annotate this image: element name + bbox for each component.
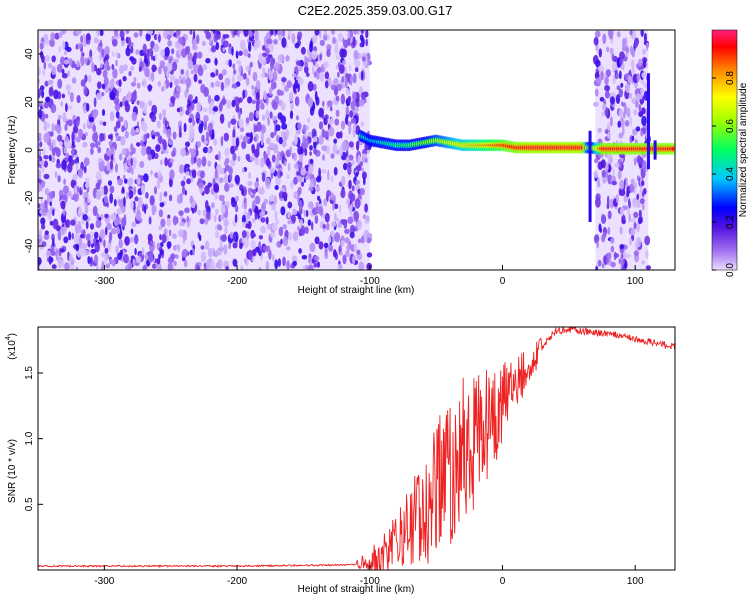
y-tick-label: 0.5 <box>24 497 35 511</box>
x-tick-label: -100 <box>360 576 380 587</box>
noise-region <box>38 30 373 270</box>
snr-frame <box>37 326 676 571</box>
y-tick-label: -20 <box>24 190 35 205</box>
snr-y-label: SNR (10 * v/v) <box>7 439 18 503</box>
signal-trace <box>358 73 675 222</box>
figure-title: C2E2.2025.359.03.00.G17 <box>298 3 453 18</box>
x-tick-label: -300 <box>94 576 114 587</box>
spectrogram-x-label: Height of straight line (km) <box>298 285 415 296</box>
x-tick-label: 100 <box>627 276 644 287</box>
x-tick-label: -200 <box>227 576 247 587</box>
x-tick-label: -300 <box>94 276 114 287</box>
x-tick-label: 100 <box>627 576 644 587</box>
colorbar-ticks: 0.0 0.2 0.4 0.6 0.8 <box>712 71 736 277</box>
x-tick-label: -100 <box>360 276 380 287</box>
y-tick-label: 20 <box>24 96 35 108</box>
snr-y-ticks: 0.5 1.0 1.5 <box>24 366 43 511</box>
colorbar-label: Normalized spectral amplitude <box>738 82 749 217</box>
snr-multiplier-exp: 4 <box>5 336 12 340</box>
y-tick-label: 1.0 <box>24 431 35 445</box>
spectrogram-x-ticks: -300 -200 -100 0 100 <box>94 265 644 287</box>
spectrogram-y-label: Frequency (Hz) <box>7 116 18 185</box>
colorbar-tick-label: 0.4 <box>725 167 736 181</box>
snr-panel: -300 -200 -100 0 100 0.5 1.0 1.5 Height of str… <box>5 326 676 595</box>
y-tick-label: 40 <box>24 48 35 60</box>
x-tick-label: 0 <box>500 276 506 287</box>
colorbar-gradient <box>711 29 738 271</box>
y-tick-label: 1.5 <box>24 366 35 380</box>
y-tick-label: 0 <box>24 147 35 153</box>
spectrogram-y-ticks: -40 -20 0 20 40 <box>24 48 43 253</box>
colorbar-tick-label: 0.6 <box>725 119 736 133</box>
colorbar-tick-label: 0.2 <box>725 215 736 229</box>
snr-x-label: Height of straight line (km) <box>298 584 415 595</box>
x-tick-label: -200 <box>227 276 247 287</box>
snr-multiplier: (x104) <box>5 333 18 360</box>
snr-plot-area <box>38 327 675 570</box>
colorbar-tick-label: 0.8 <box>725 71 736 85</box>
x-tick-label: 0 <box>500 576 506 587</box>
snr-x-ticks: -300 -200 -100 0 100 <box>94 565 644 587</box>
spectrogram-plot-area <box>38 30 675 270</box>
snr-series-line <box>38 327 675 570</box>
colorbar: 0.0 0.2 0.4 0.6 0.8 Normalized spectral ampl… <box>711 29 749 277</box>
y-tick-label: -40 <box>24 238 35 253</box>
colorbar-tick-label: 0.0 <box>725 263 736 277</box>
svg-text:(x104): (x104) <box>5 333 18 360</box>
snr-multiplier-base: (x10 <box>7 340 18 360</box>
